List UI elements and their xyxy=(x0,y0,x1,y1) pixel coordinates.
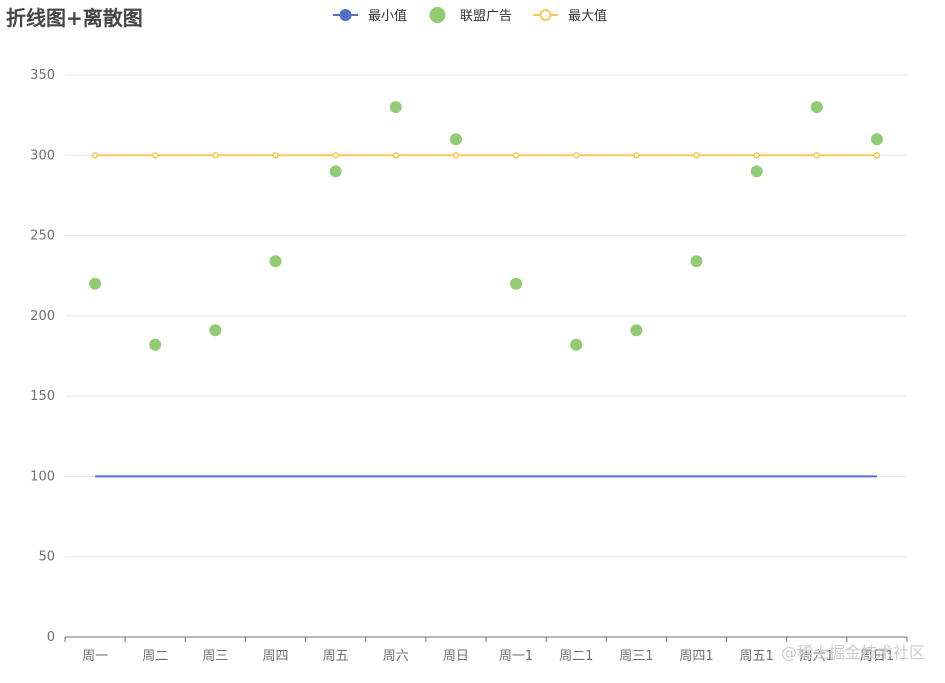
x-tick-label: 周三 xyxy=(202,649,228,664)
legend-symbol xyxy=(539,9,552,21)
data-point[interactable] xyxy=(753,152,760,159)
legend[interactable]: 最小值 联盟广告 最大值 xyxy=(333,7,607,24)
y-tick-label: 250 xyxy=(30,229,55,244)
y-tick-label: 350 xyxy=(30,68,55,83)
scatter-point[interactable] xyxy=(870,133,883,146)
scatter-point[interactable] xyxy=(750,165,763,178)
x-tick-label: 周一1 xyxy=(499,649,533,664)
x-axis: 周一 周二 周三 周四 周五 周六 周日 周一1 周二1 周三1 周四1 周五1 周六1 周日1 xyxy=(64,636,908,664)
watermark: @稀土掘金技术社区 xyxy=(780,643,925,662)
y-tick-label: 50 xyxy=(38,550,55,565)
legend-symbol xyxy=(339,9,352,21)
y-tick-label: 200 xyxy=(30,309,55,324)
scatter-point[interactable] xyxy=(329,165,342,178)
x-tick-label: 周二1 xyxy=(559,649,593,664)
series-layer xyxy=(89,101,883,478)
data-point[interactable] xyxy=(452,152,460,159)
x-tick-label: 周四 xyxy=(262,649,288,664)
y-tick-label: 100 xyxy=(30,469,55,484)
x-tick-label: 周六1 xyxy=(800,649,834,664)
x-tick-label: 周日1 xyxy=(860,649,894,664)
scatter-point[interactable] xyxy=(630,324,643,337)
scatter-point[interactable] xyxy=(449,133,462,146)
x-tick-label: 周四1 xyxy=(679,649,713,664)
data-point[interactable] xyxy=(873,152,881,159)
data-point[interactable] xyxy=(512,152,520,159)
legend-label: 最小值 xyxy=(368,8,407,24)
data-point[interactable] xyxy=(151,152,159,159)
x-tick-label: 周六 xyxy=(383,649,409,664)
chart-title: 折线图+离散图 xyxy=(6,6,143,30)
scatter-point[interactable] xyxy=(510,277,523,290)
legend-symbol xyxy=(429,7,446,23)
scatter-point[interactable] xyxy=(389,101,402,114)
legend-label: 联盟广告 xyxy=(460,9,512,24)
data-point[interactable] xyxy=(91,152,99,159)
data-point[interactable] xyxy=(212,152,219,159)
data-point[interactable] xyxy=(572,152,580,159)
data-point[interactable] xyxy=(272,152,279,159)
scatter-point[interactable] xyxy=(690,255,703,268)
scatter-point[interactable] xyxy=(269,255,282,268)
y-axis-ticks: 0 50 100 150 200 250 300 350 xyxy=(30,68,55,645)
legend-item[interactable]: 联盟广告 xyxy=(429,7,513,24)
data-point[interactable] xyxy=(392,152,400,159)
x-tick-label: 周五 xyxy=(323,649,349,664)
y-tick-label: 150 xyxy=(30,389,55,404)
data-point[interactable] xyxy=(332,152,339,159)
legend-label: 最大值 xyxy=(568,8,607,24)
scatter-point[interactable] xyxy=(209,324,222,337)
x-tick-label: 周一 xyxy=(82,649,108,664)
legend-item[interactable]: 最大值 xyxy=(533,8,607,24)
scatter-point[interactable] xyxy=(149,338,162,351)
x-tick-label: 周三1 xyxy=(619,649,653,664)
y-tick-label: 0 xyxy=(47,630,55,645)
x-tick-label: 周五1 xyxy=(740,649,774,664)
scatter-point[interactable] xyxy=(89,277,102,290)
data-point[interactable] xyxy=(633,152,640,159)
scatter-point[interactable] xyxy=(570,338,583,351)
legend-item[interactable]: 最小值 xyxy=(333,8,407,24)
scatter-point[interactable] xyxy=(810,101,823,114)
grid-lines xyxy=(65,74,907,558)
x-tick-label: 周二 xyxy=(142,649,168,664)
y-tick-label: 300 xyxy=(30,148,55,163)
x-tick-label: 周日 xyxy=(443,649,469,664)
data-point[interactable] xyxy=(693,152,700,159)
data-point[interactable] xyxy=(813,152,821,159)
